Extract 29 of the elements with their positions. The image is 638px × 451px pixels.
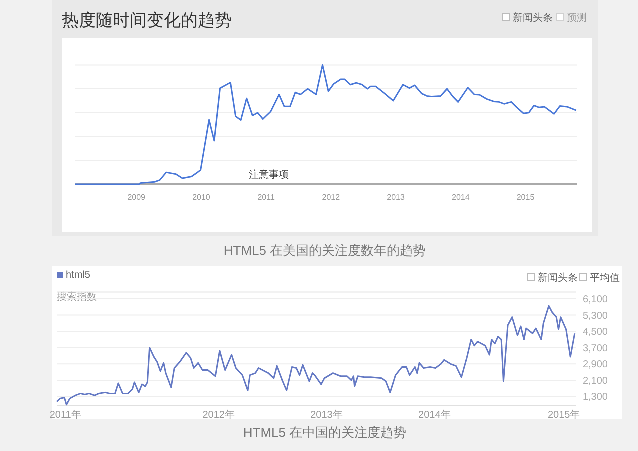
y-tick-label: 4,500 (582, 327, 608, 338)
y-tick-label: 3,700 (582, 343, 608, 354)
y-tick-label: 6,100 (582, 294, 608, 306)
x-tick-label: 2015 (516, 193, 536, 202)
x-tick-label: 2013 (387, 193, 406, 202)
x-tick-label: 2010 (192, 193, 211, 202)
line-series (56, 305, 576, 406)
y-tick-label: 2,900 (582, 360, 608, 371)
annotation: 注意事项 (249, 169, 289, 181)
text: 预测 (567, 12, 587, 24)
text: 平均值 (590, 272, 620, 284)
text: HTML5 在中国的关注度趋势 (243, 425, 407, 440)
x-tick-label: 2011 (258, 193, 276, 202)
x-tick-label: 2012年 (202, 409, 235, 421)
x-tick-label: 2015年 (548, 409, 580, 421)
x-tick-label: 2014年 (418, 409, 451, 421)
text: 新闻头条 (513, 12, 553, 24)
x-tick-label: 2014 (452, 193, 470, 202)
chart-title: 热度随时间变化的趋势 (62, 11, 232, 30)
legend-label: html5 (66, 270, 91, 281)
y-tick-label: 2,100 (582, 376, 608, 387)
text: 新闻头条 (538, 272, 578, 284)
text: HTML5 在美国的关注度数年的趋势 (224, 243, 426, 258)
x-tick-label: 2013年 (310, 409, 343, 421)
y-tick-label: 5,300 (582, 310, 608, 322)
y-tick-label: 1,300 (582, 392, 608, 404)
x-tick-label: 2009 (128, 193, 146, 202)
x-tick-label: 2011年 (50, 409, 82, 421)
x-tick-label: 2012 (322, 193, 341, 202)
